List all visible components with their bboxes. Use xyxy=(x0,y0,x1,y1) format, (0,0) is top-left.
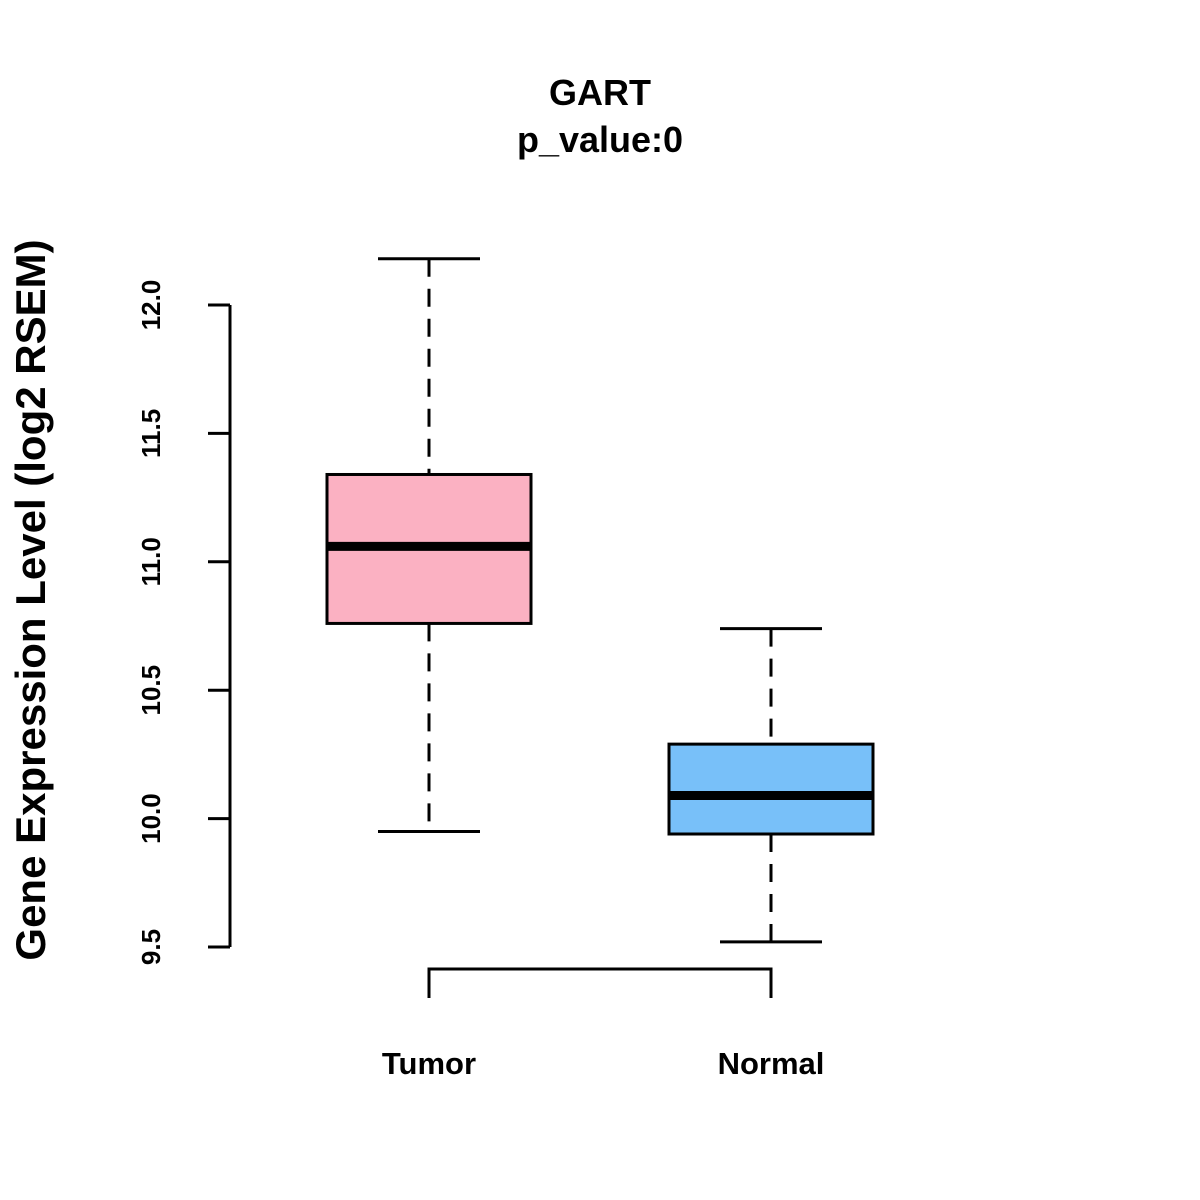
box-normal xyxy=(667,627,875,944)
category-labels: Tumor Normal xyxy=(382,1046,824,1081)
boxes-group xyxy=(325,257,875,944)
y-axis-ticks: 9.5 10.0 10.5 11.0 11.5 12.0 xyxy=(136,280,230,965)
y-tick-label: 10.0 xyxy=(136,793,166,844)
category-label-tumor: Tumor xyxy=(382,1046,476,1081)
y-tick-label: 12.0 xyxy=(136,280,166,331)
category-label-normal: Normal xyxy=(718,1046,825,1081)
y-tick-label: 10.5 xyxy=(136,665,166,716)
y-axis-label: Gene Expression Level (log2 RSEM) xyxy=(7,239,54,960)
chart-subtitle: p_value:0 xyxy=(517,119,683,160)
y-tick-label: 9.5 xyxy=(136,929,166,965)
chart-title: GART xyxy=(549,72,651,113)
box-tumor xyxy=(325,257,533,833)
y-tick-label: 11.0 xyxy=(136,537,166,586)
y-tick-label: 11.5 xyxy=(136,409,166,458)
bracket-line xyxy=(427,967,773,998)
iqr-box xyxy=(667,742,875,836)
significance-bracket xyxy=(427,967,773,998)
